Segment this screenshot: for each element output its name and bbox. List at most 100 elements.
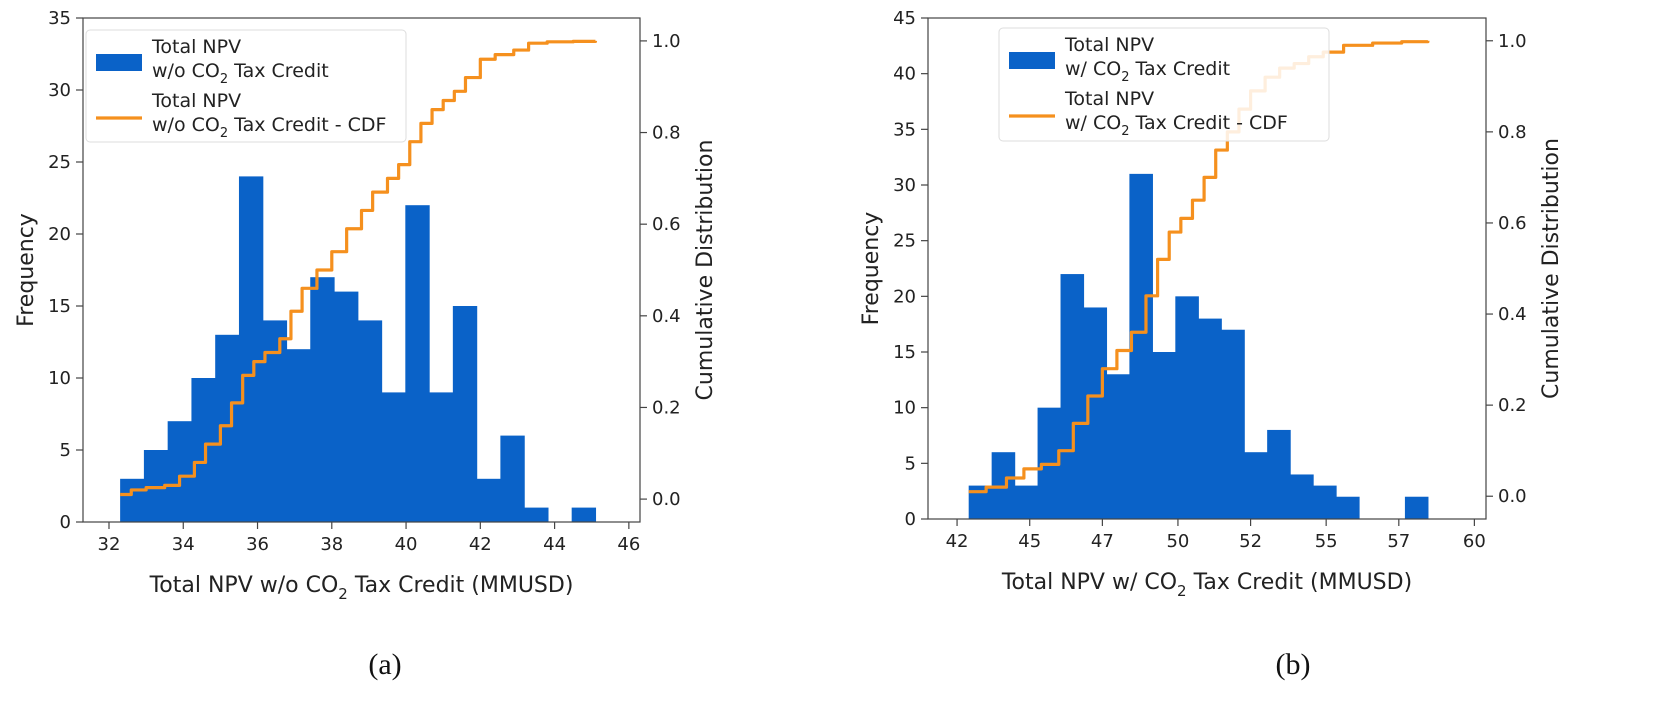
histogram-bar [1152,352,1176,519]
legend-label: Total NPV [151,36,241,58]
legend-label: w/o CO2 Tax Credit [152,60,329,87]
legend-box [85,29,407,143]
legend-label: w/o CO2 Tax Credit - CDF [152,114,386,141]
x-tick-label: 52 [1239,531,1262,552]
y-tick-label: 15 [48,296,71,317]
histogram-bar [1014,485,1039,519]
y2-axis-label: Cumulative Distribution [693,140,718,401]
y-tick-label: 0 [905,509,916,530]
x-tick-label: 55 [1315,531,1338,552]
panel-b-chart: 42 45 47 50 52 55 57 60 0 5 10 15 20 25 30 35 40 45 0.0 0.2… [859,8,1564,600]
histogram-bar [1083,307,1108,519]
legend-label: w/ CO2 Tax Credit [1065,58,1230,85]
plot-frame [82,17,641,523]
histogram-bar [1060,274,1085,519]
histogram-bar [1267,429,1291,519]
y-tick-label: 45 [893,8,916,29]
histogram-bar [381,392,406,522]
y2-tick-label: 0.4 [1498,304,1527,325]
histogram-bar [1175,296,1199,519]
histogram-bar [1313,485,1337,519]
y-tick-label: 10 [48,368,71,389]
y-tick-label: 30 [893,175,916,196]
y2-tick-label: 0.0 [652,489,681,510]
histogram-bar [310,277,335,522]
y2-tick-label: 0.8 [652,123,681,144]
plot-frame [927,17,1487,520]
y-axis-label: Frequency [14,213,39,327]
y2-tick-label: 0.2 [652,397,681,418]
histogram-bar [357,320,383,522]
y-tick-label: 10 [893,398,916,419]
histogram-bar [968,485,993,519]
y2-tick-label: 0.6 [652,214,681,235]
y-axis-label: Frequency [859,212,884,326]
legend-bar-swatch [1009,52,1055,69]
y-tick-label: 0 [60,512,71,533]
x-tick-label: 57 [1387,531,1410,552]
y2-tick-label: 0.4 [652,306,681,327]
x-axis-label: Total NPV w/o CO2 Tax Credit (MMUSD) [149,573,574,603]
histogram-bar [167,421,193,522]
histogram-bar [1336,496,1360,519]
y-tick-label: 25 [48,152,71,173]
y-tick-label: 5 [905,453,916,474]
x-tick-label: 42 [469,534,492,555]
legend-label: Total NPV [1064,88,1154,110]
histogram-bar [120,478,145,522]
histogram-bar [571,507,597,522]
histogram-bar [1221,329,1245,519]
histogram-bar [1129,173,1153,519]
y2-tick-label: 0.8 [1498,122,1527,143]
legend-label: Total NPV [1064,34,1154,56]
legend-box [998,27,1330,142]
x-tick-label: 46 [617,534,640,555]
legend-label: Total NPV [151,90,241,112]
y2-tick-label: 0.6 [1498,213,1527,234]
histogram-bar [1198,318,1222,519]
legend-label: w/ CO2 Tax Credit - CDF [1065,112,1288,139]
histogram-bar [238,176,264,522]
y2-tick-label: 1.0 [1498,31,1527,52]
histogram-bar [191,378,216,522]
y-tick-label: 30 [48,80,71,101]
y2-tick-label: 1.0 [652,31,681,52]
y2-tick-label: 0.2 [1498,395,1527,416]
y-tick-label: 35 [893,119,916,140]
y-tick-label: 35 [48,8,71,29]
panel-a-chart: 32 34 36 38 40 42 44 46 0 5 10 15 20 25 30 35 0.0 0.2 0.4 0… [14,8,718,603]
histogram-bar [1106,374,1131,519]
x-tick-label: 36 [246,534,269,555]
histogram-bar [429,392,454,522]
y2-axis-label: Cumulative Distribution [1539,138,1564,399]
histogram-bar [452,306,478,522]
histogram-bar [500,435,525,522]
x-tick-label: 32 [98,534,121,555]
y-tick-label: 25 [893,231,916,252]
histogram-bar [1290,474,1314,519]
x-tick-label: 44 [543,534,566,555]
histogram-bar [405,205,430,522]
histogram-bar [476,478,501,522]
cdf-line [120,39,598,497]
x-tick-label: 40 [395,534,418,555]
legend-bar-swatch [96,54,142,71]
x-tick-label: 47 [1091,531,1114,552]
y-tick-label: 15 [893,342,916,363]
x-tick-label: 60 [1463,531,1486,552]
x-axis-label: Total NPV w/ CO2 Tax Credit (MMUSD) [1001,570,1412,600]
histogram-bar [1404,496,1429,519]
histogram-bar [1244,452,1268,519]
y-tick-label: 5 [60,440,71,461]
histogram-bar [334,291,359,522]
histogram-bar [524,507,549,522]
caption-b: (b) [1275,648,1311,681]
histogram-bar [262,320,288,522]
x-tick-label: 50 [1166,531,1189,552]
x-tick-label: 38 [320,534,343,555]
y-tick-label: 20 [48,224,71,245]
x-tick-label: 45 [1018,531,1041,552]
